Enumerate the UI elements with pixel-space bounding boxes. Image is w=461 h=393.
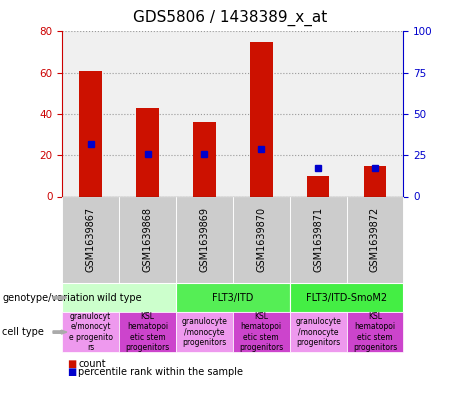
Text: KSL
hematopoi
etic stem
progenitors: KSL hematopoi etic stem progenitors xyxy=(353,312,397,352)
Text: ■: ■ xyxy=(67,367,76,377)
Text: GSM1639869: GSM1639869 xyxy=(199,207,209,272)
Bar xyxy=(79,71,102,196)
Text: granulocyt
e/monocyt
e progenito
rs: granulocyt e/monocyt e progenito rs xyxy=(69,312,112,352)
Text: granulocyte
/monocyte
progenitors: granulocyte /monocyte progenitors xyxy=(295,317,341,347)
Text: GSM1639868: GSM1639868 xyxy=(142,207,153,272)
Text: GSM1639872: GSM1639872 xyxy=(370,207,380,272)
Bar xyxy=(364,165,386,196)
Text: KSL
hematopoi
etic stem
progenitors: KSL hematopoi etic stem progenitors xyxy=(125,312,170,352)
Text: cell type: cell type xyxy=(2,327,44,337)
Text: count: count xyxy=(78,359,106,369)
Bar xyxy=(307,176,330,196)
Text: FLT3/ITD: FLT3/ITD xyxy=(212,293,254,303)
Text: granulocyte
/monocyte
progenitors: granulocyte /monocyte progenitors xyxy=(182,317,227,347)
Text: genotype/variation: genotype/variation xyxy=(2,293,95,303)
Text: KSL
hematopoi
etic stem
progenitors: KSL hematopoi etic stem progenitors xyxy=(239,312,284,352)
Text: ■: ■ xyxy=(67,359,76,369)
Text: GSM1639870: GSM1639870 xyxy=(256,207,266,272)
Bar xyxy=(193,122,216,196)
Text: GDS5806 / 1438389_x_at: GDS5806 / 1438389_x_at xyxy=(133,10,328,26)
Text: wild type: wild type xyxy=(97,293,142,303)
Bar xyxy=(136,108,159,196)
Text: GSM1639871: GSM1639871 xyxy=(313,207,323,272)
Text: FLT3/ITD-SmoM2: FLT3/ITD-SmoM2 xyxy=(306,293,387,303)
Bar xyxy=(250,42,272,196)
Text: percentile rank within the sample: percentile rank within the sample xyxy=(78,367,243,377)
Text: GSM1639867: GSM1639867 xyxy=(86,207,96,272)
